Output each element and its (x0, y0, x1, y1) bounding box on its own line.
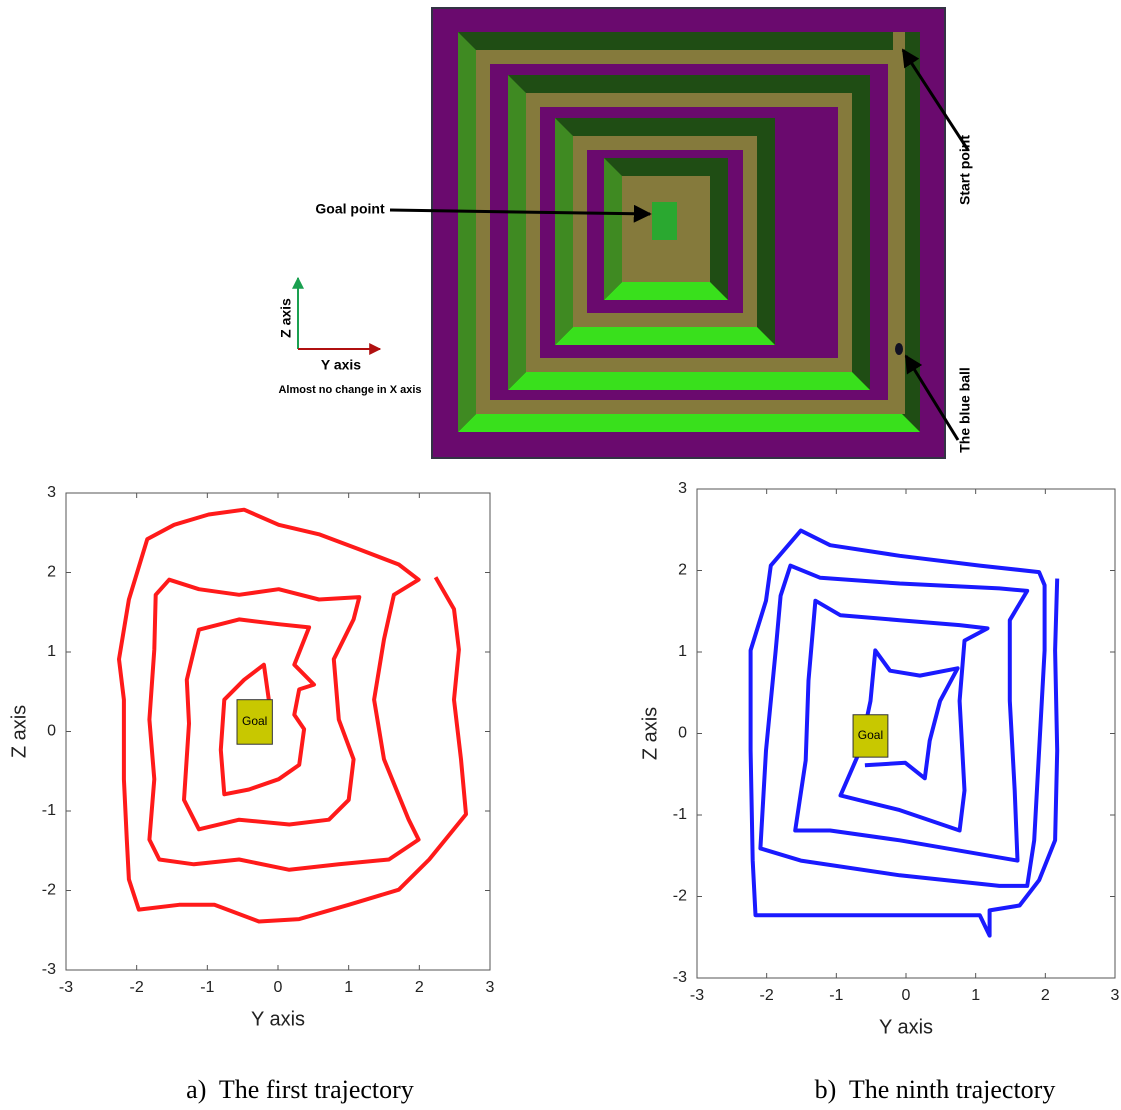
maze-wall-side (458, 32, 476, 432)
x-tick-label: 1 (971, 987, 980, 1004)
y-tick-label: 3 (678, 480, 687, 497)
y-axis-label: Y axis (321, 357, 361, 373)
maze-wall-side (604, 158, 622, 300)
caption: b) The ninth trajectory (815, 1075, 1056, 1104)
y-tick-label: -1 (42, 802, 56, 819)
maze-wall-lit (604, 282, 728, 300)
maze-wall-side (508, 75, 526, 390)
x-tick-label: -3 (690, 987, 704, 1004)
x-tick-label: 2 (1041, 987, 1050, 1004)
goal-arrow (389, 204, 652, 223)
y-tick-label: 2 (678, 562, 687, 579)
x-tick-label: -2 (760, 987, 774, 1004)
maze-wall-lit (458, 414, 920, 432)
y-tick-label: -2 (42, 882, 56, 899)
maze-render (431, 7, 946, 459)
start-label: Start point (957, 135, 973, 205)
goal-square (652, 202, 677, 240)
x-tick-label: -1 (200, 979, 214, 996)
ball-label: The blue ball (957, 367, 973, 453)
x-note: Almost no change in X axis (278, 384, 421, 396)
y-tick-label: 0 (47, 723, 56, 740)
y-tick-label: -2 (673, 888, 687, 905)
maze-wall-lit (508, 372, 870, 390)
x-tick-label: -3 (59, 979, 73, 996)
goal-box (852, 714, 889, 758)
plot-frame (65, 492, 491, 971)
y-tick-label: -1 (673, 806, 687, 823)
x-tick-label: 2 (415, 979, 424, 996)
x-tick-label: 3 (486, 979, 495, 996)
x-axis-label: Y axis (879, 1016, 933, 1038)
x-tick-label: -1 (829, 987, 843, 1004)
blue-ball (895, 343, 903, 355)
start-arrow (901, 48, 970, 151)
plot-frame (696, 488, 1116, 979)
goal-label: Goal point (315, 201, 385, 217)
x-tick-label: 1 (344, 979, 353, 996)
y-axis-label: Z axis (639, 707, 661, 760)
ball-arrow (904, 354, 960, 441)
goal-label: Goal (858, 728, 883, 742)
z-axis-label: Z axis (278, 298, 294, 338)
y-axis-label: Z axis (8, 705, 30, 758)
maze-wall-lit (555, 327, 775, 345)
x-tick-label: 0 (274, 979, 283, 996)
x-axis-label: Y axis (251, 1008, 305, 1030)
y-tick-label: 0 (678, 725, 687, 742)
x-tick-label: -2 (130, 979, 144, 996)
y-tick-label: 1 (678, 643, 687, 660)
y-tick-label: -3 (42, 961, 56, 978)
maze-wall-side (555, 118, 573, 345)
y-tick-label: 3 (47, 484, 56, 501)
y-tick-label: 1 (47, 643, 56, 660)
x-tick-label: 3 (1111, 987, 1120, 1004)
maze-corridor (893, 32, 905, 414)
goal-label: Goal (242, 714, 267, 728)
caption: a) The first trajectory (186, 1075, 414, 1104)
trajectory (748, 528, 1060, 938)
y-tick-label: 2 (47, 564, 56, 581)
x-tick-label: 0 (902, 987, 911, 1004)
y-tick-label: -3 (673, 969, 687, 986)
trajectory (117, 507, 468, 924)
goal-box (236, 699, 273, 745)
